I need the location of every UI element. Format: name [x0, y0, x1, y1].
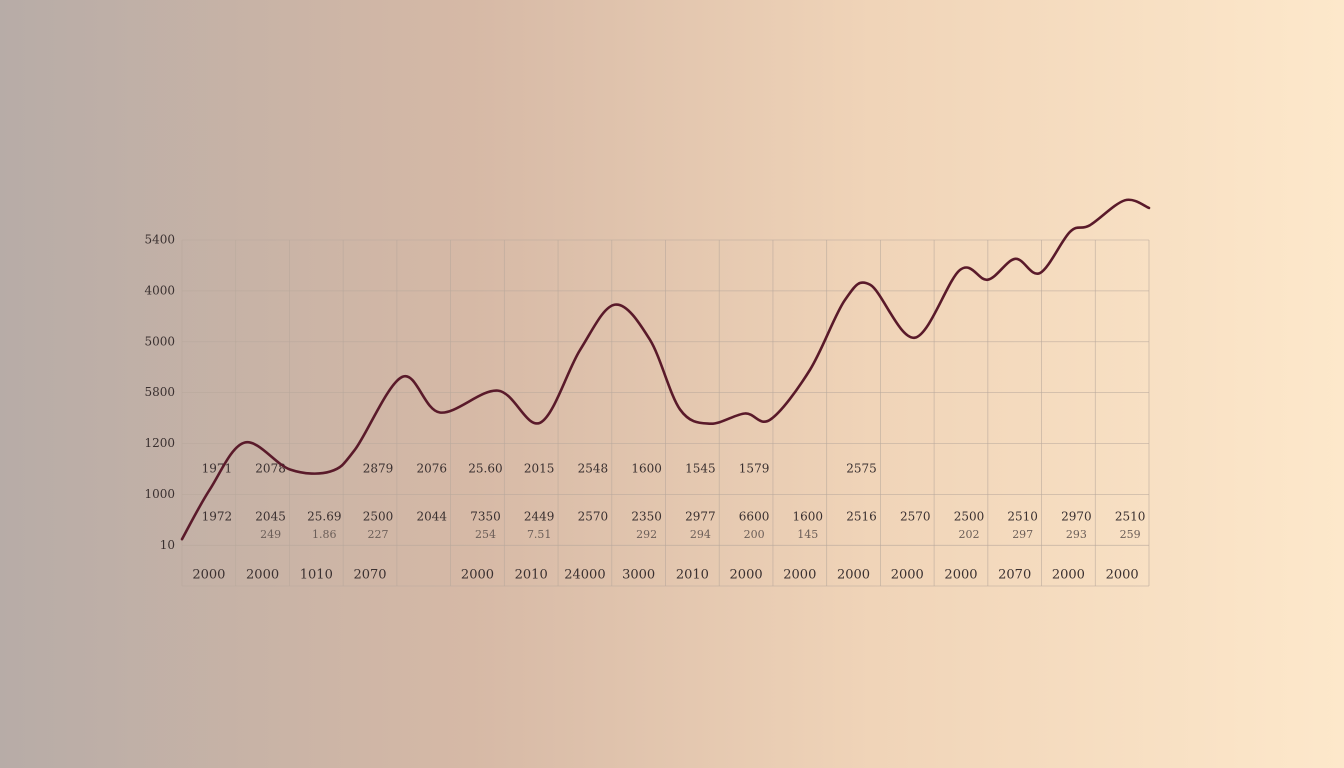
- cell-annotation: 2076: [416, 462, 447, 476]
- cell-annotation: 294: [690, 528, 711, 541]
- y-tick-label: 4000: [144, 283, 175, 297]
- cell-annotation: 7350: [470, 510, 501, 524]
- cell-annotation: 2879: [363, 462, 394, 476]
- cell-annotation: 227: [368, 528, 389, 541]
- cell-annotation: 1971: [202, 462, 233, 476]
- cell-annotation: 1.86: [312, 528, 337, 541]
- y-tick-label: 5000: [144, 334, 175, 348]
- x-tick-label: 1010: [300, 568, 333, 583]
- cell-annotation: 2970: [1061, 510, 1092, 524]
- cell-annotation: 25.69: [307, 510, 341, 524]
- cell-annotation: 2449: [524, 510, 555, 524]
- x-tick-label: 2070: [998, 568, 1031, 583]
- cell-annotation: 1600: [793, 510, 824, 524]
- y-tick-label: 1200: [144, 436, 175, 450]
- y-tick-label: 1000: [144, 487, 175, 501]
- cell-annotation: 2575: [846, 462, 877, 476]
- y-tick-label: 5800: [144, 385, 175, 399]
- cell-annotation: 297: [1012, 528, 1033, 541]
- x-tick-label: 3000: [622, 568, 655, 583]
- cell-annotation: 2044: [416, 510, 447, 524]
- cell-annotation: 2510: [1007, 510, 1038, 524]
- x-tick-label: 2000: [837, 568, 870, 583]
- x-tick-label: 2000: [246, 568, 279, 583]
- y-tick-label: 5400: [144, 233, 175, 247]
- cell-annotation: 2500: [954, 510, 985, 524]
- x-tick-label: 2010: [676, 568, 709, 583]
- x-tick-label: 2000: [730, 568, 763, 583]
- cell-annotation: 259: [1120, 528, 1141, 541]
- cell-annotation: 6600: [739, 510, 770, 524]
- x-tick-label: 2000: [1106, 568, 1139, 583]
- cell-annotation: 145: [797, 528, 818, 541]
- cell-annotation: 1579: [739, 462, 770, 476]
- x-tick-label: 24000: [564, 568, 605, 583]
- y-tick-label: 10: [160, 538, 175, 552]
- x-tick-label: 2000: [1052, 568, 1085, 583]
- cell-annotation: 2510: [1115, 510, 1146, 524]
- cell-annotation: 2350: [631, 510, 662, 524]
- cell-annotation: 7.51: [527, 528, 552, 541]
- x-tick-label: 2000: [783, 568, 816, 583]
- cell-annotation: 2500: [363, 510, 394, 524]
- cell-annotation: 2078: [255, 462, 286, 476]
- line: [180, 198, 1151, 541]
- cell-annotation: 249: [260, 528, 281, 541]
- cell-annotation: 2516: [846, 510, 877, 524]
- cell-annotation: 1545: [685, 462, 716, 476]
- cell-annotation: 2045: [255, 510, 286, 524]
- cell-annotation: 2015: [524, 462, 555, 476]
- cell-annotation: 2977: [685, 510, 716, 524]
- cell-annotation: 293: [1066, 528, 1087, 541]
- x-tick-label: 2000: [461, 568, 494, 583]
- cell-annotation: 200: [744, 528, 765, 541]
- cell-annotation: 25.60: [468, 462, 502, 476]
- x-tick-label: 2000: [891, 568, 924, 583]
- cell-annotation: 2570: [578, 510, 609, 524]
- cell-annotation: 2548: [578, 462, 609, 476]
- x-tick-label: 2000: [944, 568, 977, 583]
- x-tick-label: 2010: [515, 568, 548, 583]
- cell-annotation: 254: [475, 528, 496, 541]
- cell-annotation: 202: [958, 528, 979, 541]
- cell-annotation: 1972: [202, 510, 233, 524]
- cell-annotation: 292: [636, 528, 657, 541]
- cell-annotation: 1600: [631, 462, 662, 476]
- x-tick-label: 2000: [192, 568, 225, 583]
- cell-annotation: 2570: [900, 510, 931, 524]
- x-tick-label: 2070: [353, 568, 386, 583]
